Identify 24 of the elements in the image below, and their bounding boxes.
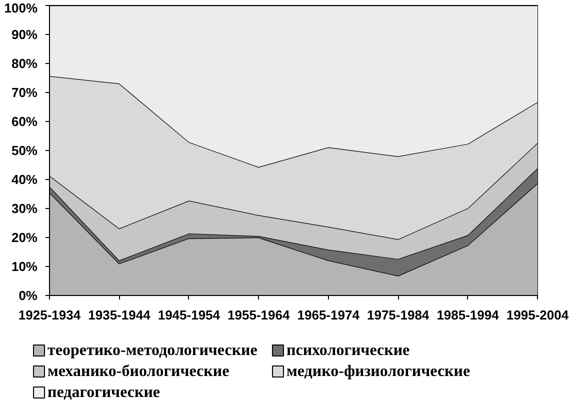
legend-label: механико-биологические xyxy=(48,363,230,380)
y-tick-label: 60% xyxy=(11,114,38,129)
y-tick-label: 10% xyxy=(11,259,38,274)
legend-label: психологические xyxy=(286,342,410,359)
legend-label: медико-физиологические xyxy=(286,363,470,380)
x-tick-label: 1965-1974 xyxy=(297,308,360,322)
x-tick-label: 1995-2004 xyxy=(506,308,570,322)
x-tick-label: 1945-1954 xyxy=(158,308,221,322)
y-tick-label: 90% xyxy=(11,27,38,42)
x-tick-label: 1925-1934 xyxy=(18,308,82,322)
legend-label: педагогические xyxy=(48,384,160,401)
x-tick-label: 1975-1984 xyxy=(366,308,430,322)
y-tick-label: 20% xyxy=(11,230,38,245)
y-tick-label: 100% xyxy=(4,0,38,16)
legend-label: теоретико-методологические xyxy=(48,342,258,359)
x-tick-label: 1985-1994 xyxy=(436,308,500,322)
x-tick-label: 1935-1944 xyxy=(88,308,152,322)
y-tick-label: 40% xyxy=(11,172,38,187)
y-tick-label: 30% xyxy=(11,201,38,216)
y-tick-label: 80% xyxy=(11,56,38,71)
y-tick-label: 50% xyxy=(11,143,38,158)
y-tick-label: 70% xyxy=(11,85,38,100)
x-tick-label: 1955-1964 xyxy=(228,308,290,322)
y-tick-label: 0% xyxy=(18,288,38,303)
